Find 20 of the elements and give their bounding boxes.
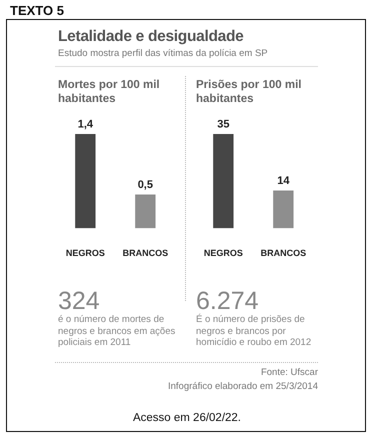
data-label: 0,5 (138, 179, 153, 192)
chart-title: Letalidade e desigualdade (58, 28, 244, 46)
text: É o número de prisões de negros e brancos por homicídio e roubo em 2012 (196, 314, 312, 348)
data-label: 14 (277, 175, 290, 188)
text: Infográfico elaborado em 25/3/2014 (168, 381, 318, 392)
text: TEXTO 5 (10, 3, 64, 18)
x-tick-label: NEGROS (204, 248, 243, 258)
x-tick-label: BRANCOS (122, 248, 168, 258)
text: Mortes por 100 mil habitantes (58, 78, 161, 106)
text: 6.274 (196, 287, 259, 315)
data-label: 1,4 (78, 118, 94, 131)
chart-subtitle: Estudo mostra perfil das vítimas da polícia em SP (58, 48, 268, 59)
text: Prisões por 100 mil habitantes (196, 78, 302, 106)
x-tick-label: NEGROS (66, 248, 105, 258)
text: é o número de mortes de negros e brancos em ações policiais em 2011 (58, 314, 176, 348)
x-tick-label: BRANCOS (260, 248, 306, 258)
text: Acesso em 26/02/22. (132, 412, 242, 424)
data-label: 35 (217, 118, 230, 131)
source-note: Fonte: Ufscar (260, 367, 318, 378)
text: 324 (58, 287, 100, 315)
